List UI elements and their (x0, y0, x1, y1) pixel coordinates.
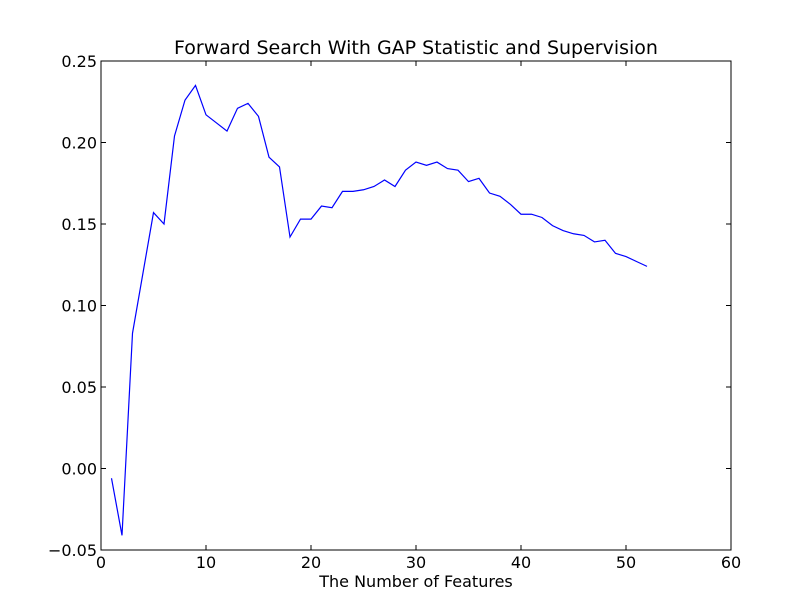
x-tick-label: 10 (196, 553, 216, 572)
x-tick-label: 50 (616, 553, 636, 572)
series-layer (110, 84, 648, 536)
x-tick-label: 0 (96, 553, 106, 572)
x-tick-label: 40 (511, 553, 531, 572)
y-tick-label: −0.05 (48, 541, 97, 560)
y-tick-label: 0.00 (61, 460, 97, 479)
y-tick-label: 0.10 (61, 297, 97, 316)
x-axis: 0 10 20 30 40 50 60 (96, 61, 741, 572)
x-tick-label: 30 (406, 553, 426, 572)
x-tick-label: 20 (301, 553, 321, 572)
x-tick-label: 60 (721, 553, 741, 572)
series-line (110, 84, 648, 536)
x-axis-label: The Number of Features (318, 572, 513, 591)
y-axis: −0.05 0.00 0.05 0.10 0.15 0.20 0.25 (48, 52, 731, 560)
y-tick-label: 0.20 (61, 134, 97, 153)
chart-title: Forward Search With GAP Statistic and Su… (174, 37, 658, 59)
y-tick-label: 0.25 (61, 52, 97, 71)
y-tick-label: 0.05 (61, 378, 97, 397)
y-tick-label: 0.15 (61, 215, 97, 234)
